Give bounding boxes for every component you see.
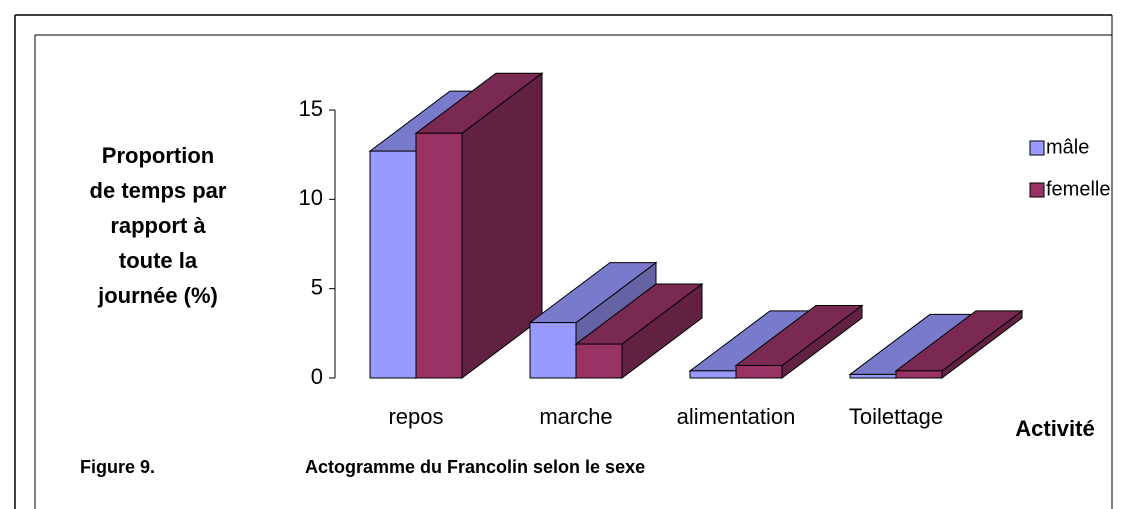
x-tick-label: alimentation bbox=[677, 404, 796, 429]
x-tick-label: marche bbox=[539, 404, 612, 429]
y-axis-title: journée (%) bbox=[97, 283, 218, 308]
y-tick-label: 10 bbox=[299, 185, 323, 210]
bar bbox=[415, 132, 463, 379]
bar bbox=[689, 370, 737, 379]
y-axis-title: Proportion bbox=[102, 143, 214, 168]
x-tick-label: Toilettage bbox=[849, 404, 943, 429]
legend-label: mâle bbox=[1046, 136, 1089, 158]
bar bbox=[849, 373, 897, 379]
bar bbox=[369, 150, 417, 379]
caption: Actogramme du Francolin selon le sexe bbox=[305, 457, 645, 477]
legend-label: femelle bbox=[1046, 178, 1110, 200]
bar bbox=[895, 370, 943, 379]
y-tick-label: 5 bbox=[311, 274, 323, 299]
x-tick-label: repos bbox=[388, 404, 443, 429]
bar bbox=[529, 322, 577, 379]
caption-label: Figure 9. bbox=[80, 457, 155, 477]
y-axis-title: rapport à bbox=[110, 213, 206, 238]
bar bbox=[575, 343, 623, 379]
bar bbox=[735, 364, 783, 379]
y-tick-label: 0 bbox=[311, 364, 323, 389]
x-axis-title: Activité bbox=[1015, 416, 1094, 441]
legend-swatch bbox=[1029, 182, 1045, 198]
y-axis-title: toute la bbox=[119, 248, 198, 273]
y-tick-label: 15 bbox=[299, 96, 323, 121]
legend-swatch bbox=[1029, 140, 1045, 156]
y-axis-title: de temps par bbox=[90, 178, 227, 203]
